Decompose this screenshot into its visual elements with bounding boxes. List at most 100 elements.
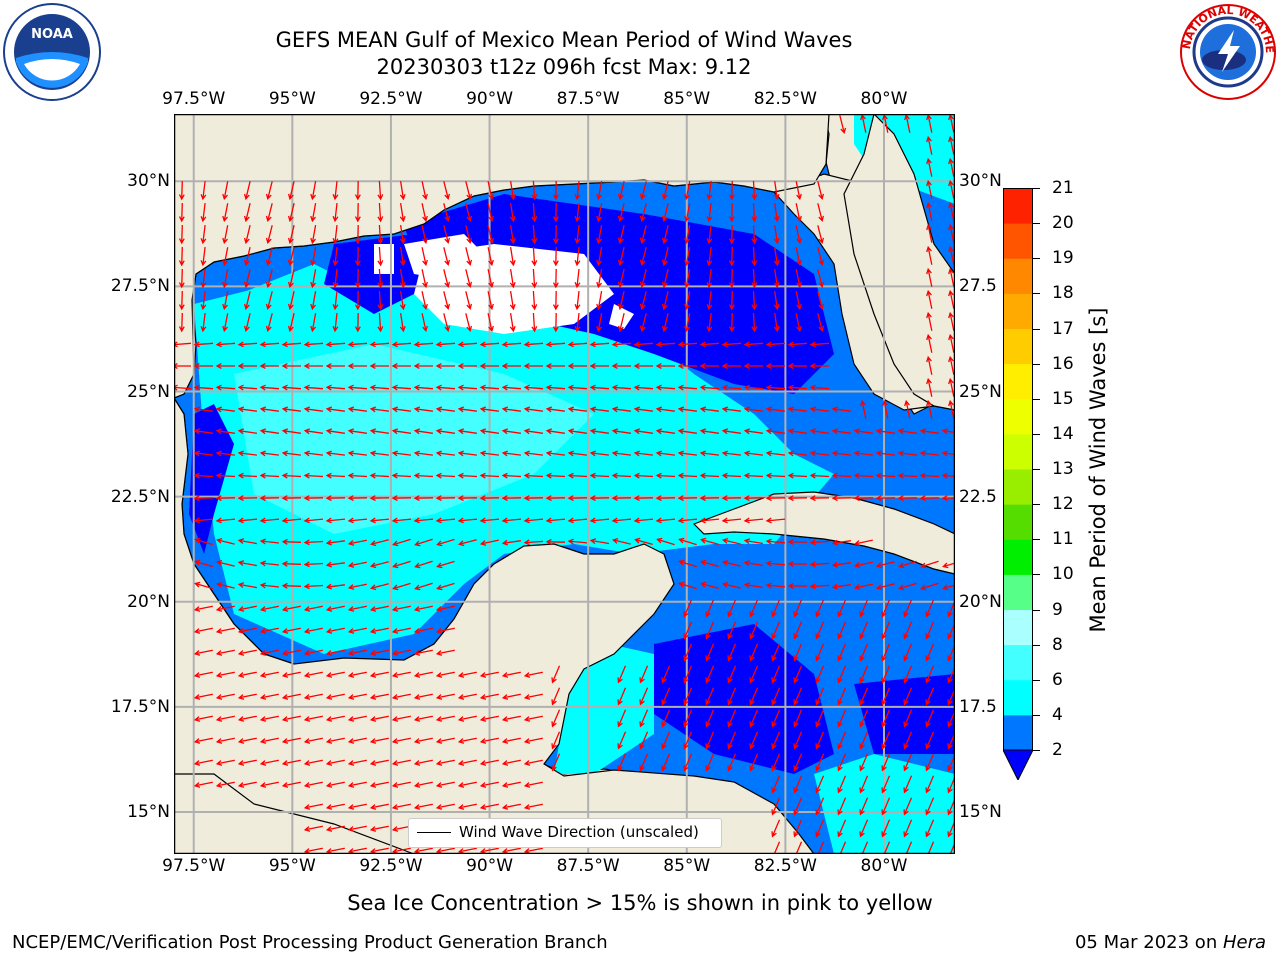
wind-arrow [925,599,935,618]
wind-arrow [948,157,955,177]
wind-arrow [325,472,346,479]
top-lon-label-3: 90°W [466,89,514,109]
wind-arrow [215,341,236,348]
wind-arrow [815,665,825,684]
wind-arrow [837,731,847,750]
wind-arrow [443,203,451,223]
wind-arrow [391,781,411,788]
wind-arrow [509,180,516,201]
wind-arrow [369,450,389,457]
wind-arrow [706,181,713,201]
wind-arrow [545,472,566,479]
wind-arrow [479,517,500,524]
wind-arrow [243,181,251,201]
wind-arrow [793,709,803,728]
wind-arrow [200,247,207,267]
wind-arrow [391,759,411,766]
wind-arrow [765,384,786,391]
wind-arrow [765,517,786,524]
wind-arrow [793,797,803,816]
wind-arrow [332,203,339,223]
wind-arrow [281,495,302,502]
wind-arrow [617,269,625,289]
wind-arrow [259,627,279,634]
wind-arrow [611,363,631,369]
wind-arrow [413,450,433,457]
wind-arrow [925,731,935,750]
wind-arrow [443,247,451,267]
wind-arrow [391,384,412,391]
wind-arrow [817,181,825,201]
wind-arrow [479,406,499,413]
wind-arrow [699,406,719,413]
wind-arrow [237,759,257,766]
wind-arrow [567,384,588,391]
wind-arrow [281,737,301,744]
wind-arrow [859,775,869,794]
wind-arrow [501,803,521,810]
wind-arrow [303,583,324,590]
colorbar-swatch-9 [1003,398,1033,435]
right-lat-label-2: 25°N [959,381,1002,402]
wind-arrow [948,201,955,221]
wind-arrow [765,363,785,369]
wind-arrow [457,495,478,502]
wind-arrow [347,605,367,612]
wind-arrow [677,495,698,502]
colorbar-tick-label-8: 13 [1052,459,1074,479]
wind-arrow [259,363,279,369]
wind-arrow [392,582,411,591]
wind-arrow [465,269,473,289]
wind-arrow [926,289,933,309]
wind-arrow [727,731,737,750]
wind-arrow [617,709,627,728]
wind-arrow [727,621,737,640]
wind-arrow [200,203,207,223]
wind-arrow [596,268,603,289]
wind-arrow [655,384,676,391]
wind-arrow [303,561,324,568]
wind-arrow [661,687,671,706]
wind-arrow [677,363,697,369]
wind-arrow [919,472,940,479]
bottom-lon-label-6: 82.5°W [753,856,817,876]
wind-arrow [655,406,675,413]
wind-arrow [617,181,625,201]
wind-arrow [215,759,235,766]
wind-arrow [700,537,719,546]
wind-arrow [859,687,869,706]
wind-arrow [303,605,323,612]
wind-arrow [200,181,207,201]
wind-arrow [215,384,236,391]
wind-arrow [655,363,675,369]
wind-arrow [859,709,869,728]
wind-arrow [413,737,433,744]
wind-arrow [743,428,763,435]
wind-arrow [243,225,251,245]
wind-arrow [215,428,235,435]
wind-arrow [193,363,213,369]
wind-arrow [377,290,384,311]
wind-arrow [215,537,235,545]
wind-arrow [421,247,428,267]
left-lat-label-2: 25°N [127,381,170,402]
wind-arrow [881,797,891,816]
wind-arrow [413,627,433,634]
wind-arrow [639,291,647,310]
wind-arrow [749,753,759,772]
wind-arrow [706,291,713,311]
wind-arrow [683,709,693,728]
wind-arrow [749,665,759,684]
colorbar-label: Mean Period of Wind Waves [s] [1086,307,1110,633]
wind-arrow [354,202,361,223]
wind-arrow [875,583,895,591]
wind-arrow [809,495,830,502]
wind-arrow [435,671,455,678]
wind-arrow [303,363,323,369]
wind-arrow [369,627,389,634]
wind-arrow [457,693,477,700]
wind-arrow [200,291,207,311]
map-legend: Wind Wave Direction (unscaled) [408,818,722,848]
wind-arrow [639,225,647,244]
wind-arrow [817,291,825,311]
